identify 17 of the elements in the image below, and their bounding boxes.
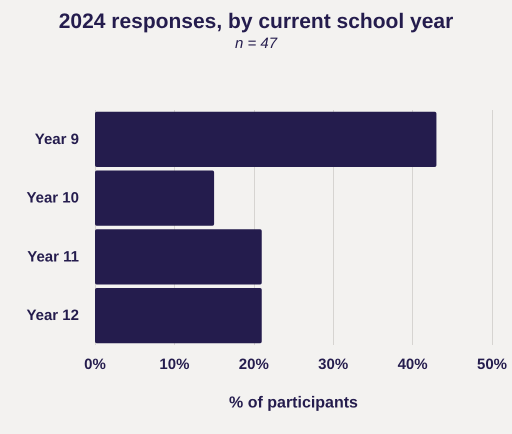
bar bbox=[95, 112, 436, 167]
x-tick-label: 50% bbox=[476, 356, 508, 373]
bar bbox=[95, 229, 262, 284]
bar bbox=[95, 288, 262, 344]
bar bbox=[95, 170, 214, 226]
x-tick-label: 30% bbox=[318, 356, 348, 373]
x-tick-label: 40% bbox=[398, 356, 428, 373]
y-tick-label: Year 12 bbox=[26, 307, 79, 324]
y-tick-label: Year 10 bbox=[26, 190, 79, 207]
x-tick-label: 10% bbox=[159, 356, 190, 373]
x-tick-label: 20% bbox=[238, 356, 269, 373]
x-axis-title: % of participants bbox=[229, 394, 358, 412]
chart-subtitle: n = 47 bbox=[234, 35, 278, 52]
x-tick-label: 0% bbox=[84, 356, 106, 373]
y-tick-label: Year 11 bbox=[27, 248, 79, 266]
y-tick-label: Year 9 bbox=[34, 130, 79, 148]
chart-title: 2024 responses, by current school year bbox=[58, 10, 454, 33]
